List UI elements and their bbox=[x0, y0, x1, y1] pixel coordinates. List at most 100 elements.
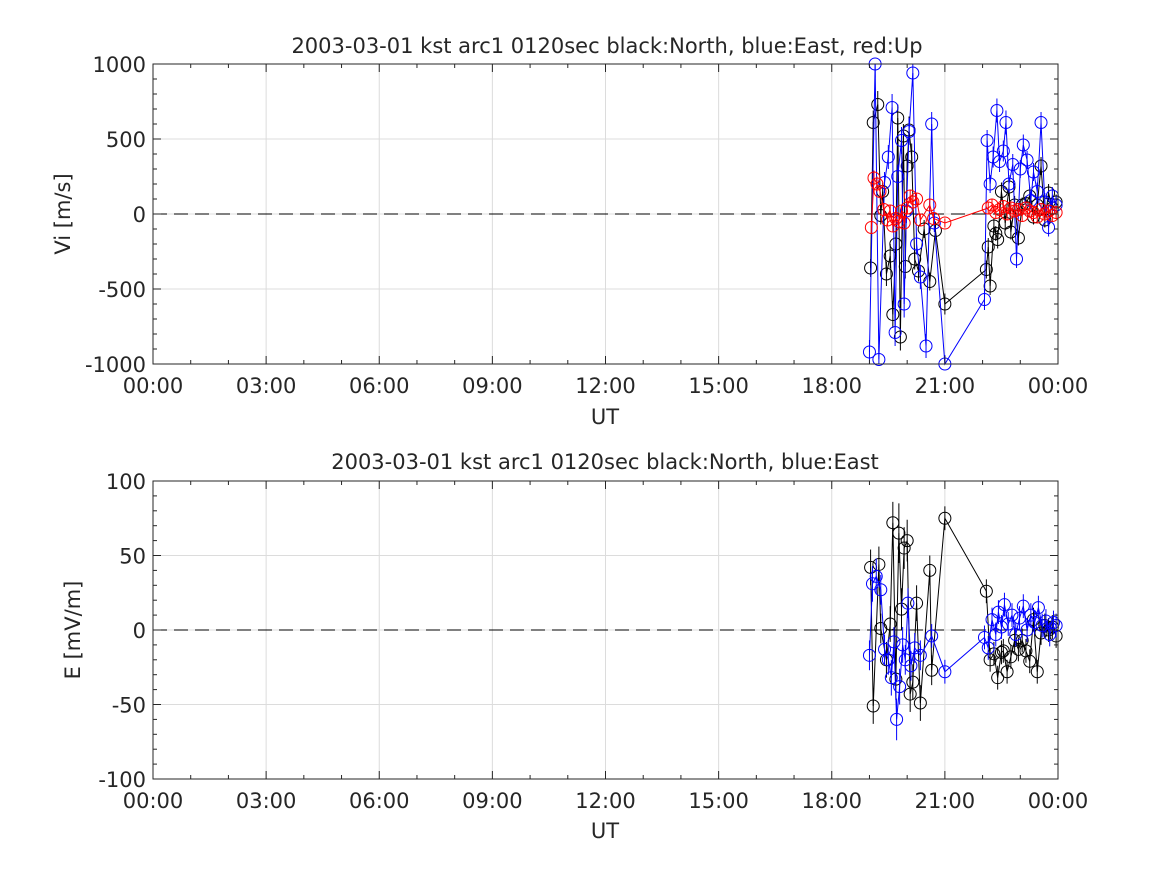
velocity-data-point-up bbox=[1004, 201, 1018, 215]
velocity-data-point-north bbox=[991, 233, 1005, 246]
velocity-data-point-east bbox=[990, 104, 1004, 117]
efield-data-point-east bbox=[1031, 601, 1045, 615]
velocity-data-point-east bbox=[881, 150, 895, 164]
velocity-data-point-east bbox=[913, 270, 927, 284]
efield-x-ticks: 00:00 03:00 06:00 09:00 12:00 15:00 18:00 21:00… bbox=[123, 481, 1089, 813]
velocity-data-point-north bbox=[938, 297, 952, 311]
efield-data-point-east bbox=[901, 596, 915, 610]
velocity-data-point-east bbox=[927, 216, 941, 230]
velocity-data-point-up bbox=[1049, 206, 1063, 219]
efield-y-axis-label: E [mV/m] bbox=[61, 581, 85, 680]
velocity-data-point-north bbox=[979, 263, 993, 276]
velocity-data-point-east bbox=[977, 293, 991, 306]
efield-data-point-east bbox=[1024, 608, 1038, 622]
efield-data-point-east bbox=[884, 671, 898, 685]
velocity-data-point-east bbox=[897, 297, 911, 311]
velocity-data-point-east bbox=[999, 116, 1013, 129]
efield-data-point-east bbox=[981, 641, 995, 655]
velocity-data-point-up bbox=[1030, 210, 1044, 224]
efield-panel: 2003-03-01 kst arc1 0120sec black:North,… bbox=[61, 450, 1088, 843]
velocity-y-tick-label: -1000 bbox=[85, 353, 146, 377]
velocity-data bbox=[862, 57, 1063, 371]
efield-data-point-east bbox=[1043, 627, 1057, 641]
efield-data-point-north bbox=[1011, 642, 1025, 656]
velocity-data-point-east bbox=[1034, 116, 1048, 129]
velocity-data-point-east bbox=[996, 144, 1010, 158]
velocity-y-axis-label: Vi [m/s] bbox=[51, 173, 75, 254]
velocity-data-point-north bbox=[981, 240, 995, 254]
efield-data-point-east bbox=[1020, 623, 1034, 637]
efield-x-tick-label: 21:00 bbox=[915, 789, 976, 813]
velocity-data-point-east bbox=[1042, 221, 1056, 234]
efield-chart-title: 2003-03-01 kst arc1 0120sec black:North,… bbox=[331, 450, 879, 474]
efield-data-point-east bbox=[1046, 616, 1060, 630]
efield-y-tick-label: 0 bbox=[133, 619, 146, 643]
velocity-data-point-up bbox=[910, 192, 924, 206]
velocity-data-point-north bbox=[879, 267, 893, 281]
velocity-data-point-east bbox=[1024, 194, 1038, 207]
velocity-data-point-east bbox=[986, 150, 1000, 164]
efield-data-point-east bbox=[896, 638, 910, 652]
velocity-x-tick-label: 00:00 bbox=[1028, 374, 1089, 398]
velocity-data-point-east bbox=[1002, 177, 1016, 191]
efield-data-point-east bbox=[1001, 617, 1015, 631]
efield-data-point-north bbox=[979, 584, 993, 598]
efield-x-tick-label: 03:00 bbox=[236, 789, 297, 813]
velocity-data-point-up bbox=[873, 185, 887, 198]
efield-data-point-north bbox=[866, 699, 880, 713]
velocity-data-point-east bbox=[1016, 138, 1030, 152]
velocity-x-tick-label: 12:00 bbox=[575, 374, 636, 398]
velocity-y-tick-label: 1000 bbox=[93, 53, 146, 77]
efield-x-tick-label: 00:00 bbox=[1028, 789, 1089, 813]
velocity-data-point-up bbox=[938, 216, 952, 230]
velocity-x-tick-label: 03:00 bbox=[236, 374, 297, 398]
velocity-data-point-up bbox=[923, 198, 937, 212]
velocity-data-point-east bbox=[1013, 162, 1027, 176]
velocity-data-point-east bbox=[902, 125, 916, 138]
velocity-data-point-east bbox=[983, 177, 997, 191]
efield-data-point-east bbox=[925, 629, 939, 643]
efield-x-tick-label: 06:00 bbox=[349, 789, 410, 813]
efield-data-point-north bbox=[1000, 665, 1014, 679]
velocity-y-ticks: -1000 -500 0 500 1000 bbox=[85, 53, 1058, 377]
efield-y-tick-label: -50 bbox=[112, 694, 146, 718]
velocity-data-point-up bbox=[867, 171, 881, 185]
velocity-series-line-north bbox=[870, 104, 1057, 338]
velocity-data-point-north bbox=[886, 308, 900, 321]
velocity-data-point-east bbox=[862, 345, 876, 359]
velocity-data-point-north bbox=[871, 98, 885, 111]
efield-data-point-north bbox=[906, 675, 920, 689]
efield-data-point-east bbox=[994, 620, 1008, 634]
velocity-data-point-up bbox=[903, 189, 917, 203]
velocity-data-point-north bbox=[1011, 231, 1025, 245]
velocity-y-tick-label: 0 bbox=[133, 203, 146, 227]
velocity-y-tick-label: 500 bbox=[106, 128, 146, 152]
efield-data-point-north bbox=[1004, 650, 1018, 664]
efield-data-point-east bbox=[913, 648, 927, 662]
velocity-data-point-east bbox=[919, 339, 933, 353]
velocity-data-point-up bbox=[1042, 204, 1056, 218]
velocity-series-up bbox=[864, 170, 1063, 234]
velocity-chart-title: 2003-03-01 kst arc1 0120sec black:North,… bbox=[291, 34, 922, 58]
efield-data-point-east bbox=[881, 653, 895, 667]
velocity-data-point-east bbox=[1010, 252, 1024, 266]
velocity-data-point-north bbox=[911, 264, 925, 278]
velocity-data-point-up bbox=[1034, 203, 1048, 216]
velocity-data-point-up bbox=[864, 221, 878, 234]
efield-y-tick-label: 50 bbox=[119, 545, 146, 569]
efield-x-axis-label: UT bbox=[591, 819, 619, 843]
velocity-x-tick-label: 15:00 bbox=[688, 374, 749, 398]
velocity-data-point-north bbox=[893, 330, 907, 344]
efield-x-tick-label: 18:00 bbox=[801, 789, 862, 813]
velocity-x-tick-label: 21:00 bbox=[915, 374, 976, 398]
velocity-data-point-north bbox=[908, 252, 922, 266]
efield-y-ticks: -100 -50 0 50 100 bbox=[98, 470, 1058, 792]
velocity-data-point-up bbox=[906, 195, 920, 209]
efield-data-point-east bbox=[893, 680, 907, 694]
velocity-data-point-up bbox=[913, 213, 927, 227]
velocity-x-tick-label: 00:00 bbox=[123, 374, 184, 398]
efield-data-point-east bbox=[1009, 627, 1023, 641]
velocity-data-point-north bbox=[866, 116, 880, 129]
velocity-x-axis-label: UT bbox=[591, 405, 619, 429]
